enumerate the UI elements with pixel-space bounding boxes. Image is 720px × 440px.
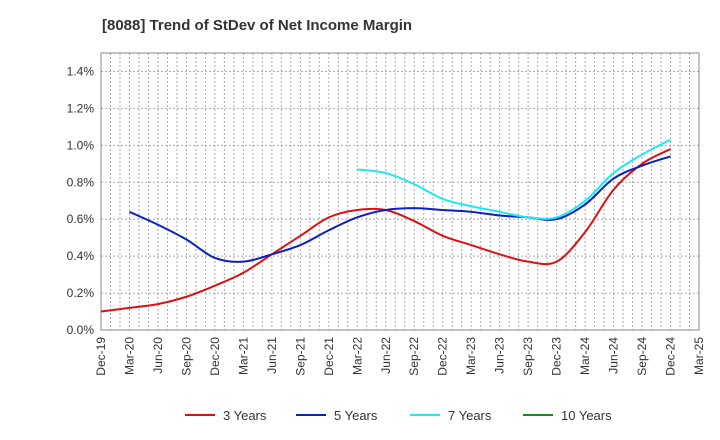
y-tick-label: 1.2% bbox=[67, 101, 95, 115]
x-tick-label: Dec-20 bbox=[208, 337, 222, 376]
x-tick-label: Mar-23 bbox=[464, 337, 478, 375]
x-tick-label: Dec-24 bbox=[664, 337, 678, 376]
x-tick-label: Jun-24 bbox=[607, 337, 621, 374]
x-tick-label: Mar-25 bbox=[692, 337, 706, 375]
x-tick-label: Dec-23 bbox=[550, 337, 564, 376]
x-tick-label: Mar-24 bbox=[578, 337, 592, 375]
x-tick-label: Mar-20 bbox=[122, 337, 136, 375]
x-tick-label: Sep-21 bbox=[293, 337, 307, 376]
y-tick-label: 1.4% bbox=[67, 64, 95, 78]
series-line-7-years bbox=[357, 138, 671, 220]
y-tick-label: 1.0% bbox=[67, 138, 95, 152]
y-tick-label: 0.6% bbox=[67, 212, 95, 226]
legend-label-7-years: 7 Years bbox=[448, 408, 492, 423]
x-tick-label: Mar-21 bbox=[236, 337, 250, 375]
x-tick-label: Jun-21 bbox=[265, 337, 279, 374]
x-tick-label: Dec-21 bbox=[322, 337, 336, 376]
grid-lines bbox=[100, 53, 700, 331]
x-tick-label: Jun-20 bbox=[151, 337, 165, 374]
x-tick-label: Jun-23 bbox=[493, 337, 507, 374]
x-tick-label: Sep-20 bbox=[179, 337, 193, 376]
x-tick-label: Jun-22 bbox=[379, 337, 393, 374]
x-tick-label: Sep-22 bbox=[407, 337, 421, 376]
legend: 3 Years 5 Years 7 Years 10 Years bbox=[185, 408, 612, 423]
x-tick-label: Mar-22 bbox=[350, 337, 364, 375]
plot-area bbox=[100, 52, 700, 331]
y-tick-label: 0.0% bbox=[67, 323, 95, 337]
x-axis: Dec-19 Mar-20 Jun-20 Sep-20 Dec-20 Mar-21 Jun-… bbox=[94, 337, 706, 376]
x-tick-label: Dec-22 bbox=[436, 337, 450, 376]
series-lines bbox=[100, 138, 671, 313]
series-line-5-years bbox=[129, 155, 671, 263]
chart-title: [8088] Trend of StDev of Net Income Marg… bbox=[102, 17, 412, 34]
x-tick-label: Dec-19 bbox=[94, 337, 108, 376]
legend-label-3-years: 3 Years bbox=[223, 408, 267, 423]
y-axis: 0.0% 0.2% 0.4% 0.6% 0.8% 1.0% 1.2% 1.4% bbox=[67, 64, 95, 337]
y-tick-label: 0.8% bbox=[67, 175, 95, 189]
y-tick-label: 0.2% bbox=[67, 286, 95, 300]
y-tick-label: 0.4% bbox=[67, 249, 95, 263]
x-tick-label: Sep-24 bbox=[635, 337, 649, 376]
x-tick-label: Sep-23 bbox=[521, 337, 535, 376]
legend-label-10-years: 10 Years bbox=[561, 408, 612, 423]
legend-label-5-years: 5 Years bbox=[334, 408, 378, 423]
